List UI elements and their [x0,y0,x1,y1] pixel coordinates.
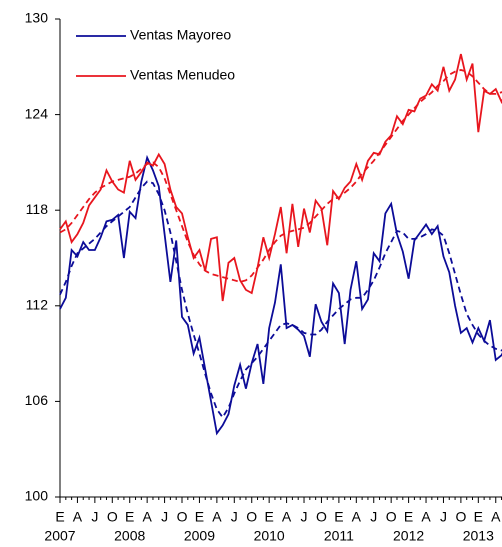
x-tick-label: J [440,509,447,525]
x-tick-label: J [301,509,308,525]
x-tick-label: A [421,509,431,525]
x-tick-label: A [352,509,362,525]
year-label: 2010 [254,528,285,544]
x-tick-label: O [177,509,188,525]
y-tick-label: 100 [25,488,49,504]
x-tick-label: O [386,509,397,525]
x-tick-label: J [91,509,98,525]
y-tick-label: 112 [26,297,49,313]
y-tick-label: 118 [26,201,49,217]
y-tick-label: 106 [25,392,49,408]
x-tick-label: E [404,509,413,525]
year-label: 2008 [114,528,145,544]
x-tick-label: A [73,509,83,525]
year-label: 2011 [324,528,354,544]
x-tick-label: A [212,509,222,525]
x-tick-label: O [455,509,466,525]
x-tick-label: J [161,509,168,525]
x-tick-label: A [142,509,152,525]
x-tick-label: E [334,509,343,525]
x-tick-label: A [282,509,292,525]
x-tick-label: E [264,509,273,525]
x-tick-label: J [231,509,238,525]
x-tick-label: E [55,509,64,525]
year-label: 2012 [393,528,424,544]
x-tick-label: J [370,509,377,525]
x-tick-label: E [474,509,483,525]
series-line [59,53,502,302]
y-tick-label: 124 [25,105,49,121]
year-label: 2007 [44,528,75,544]
x-tick-label: E [125,509,134,525]
year-label: 2009 [184,528,215,544]
x-tick-label: O [107,509,118,525]
legend-label: Ventas Mayoreo [130,27,231,43]
x-tick-label: O [246,509,257,525]
year-label: 2013 [463,528,494,544]
y-tick-label: 130 [25,10,49,26]
trend-line [59,180,502,419]
x-tick-label: E [195,509,204,525]
series-line [59,154,502,436]
x-tick-label: A [491,509,501,525]
x-tick-label: O [316,509,327,525]
legend-label: Ventas Menudeo [130,67,235,83]
